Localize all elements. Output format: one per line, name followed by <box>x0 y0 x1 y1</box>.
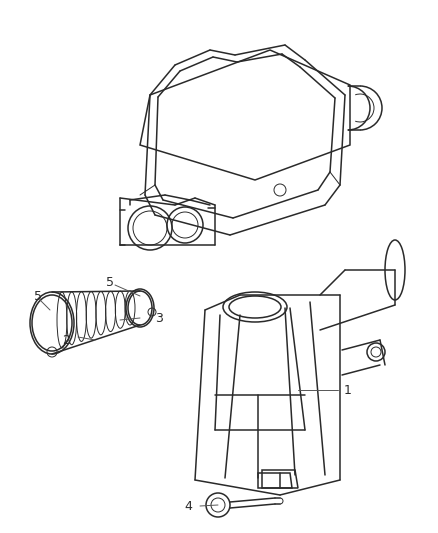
Text: 3: 3 <box>155 311 163 325</box>
Text: 2: 2 <box>62 334 70 346</box>
Text: 5: 5 <box>34 290 42 303</box>
Text: 5: 5 <box>106 276 114 288</box>
Text: 4: 4 <box>184 500 192 513</box>
Text: 1: 1 <box>344 384 352 397</box>
